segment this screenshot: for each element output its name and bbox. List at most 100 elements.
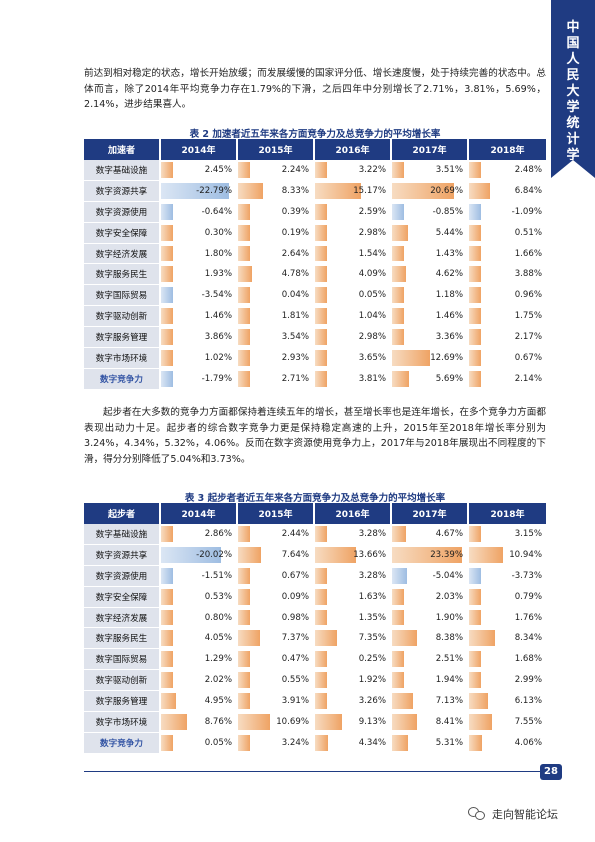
- positive-data-bar: [469, 714, 493, 730]
- watermark-text: 走向智能论坛: [492, 808, 558, 821]
- row-label: 数字国际贸易: [84, 285, 161, 307]
- cell-value: 2.98%: [358, 332, 386, 343]
- negative-data-bar: [392, 567, 408, 584]
- year-header: 2017年: [392, 503, 469, 524]
- data-cell: 2.17%: [469, 327, 546, 349]
- data-cell: -0.85%: [392, 201, 469, 223]
- positive-data-bar: [161, 308, 173, 325]
- table-row: 数字驱动创新 2.02% 0.55% 1.92% 1.94% 2.99%: [84, 670, 546, 692]
- positive-data-bar: [161, 162, 173, 178]
- year-header: 2015年: [238, 139, 315, 160]
- cell-value: 10.94%: [509, 549, 542, 560]
- side-ribbon: 中国人民大学统计学院: [551, 0, 595, 179]
- cell-value: 3.65%: [358, 352, 386, 363]
- cell-value: 4.06%: [514, 737, 542, 748]
- cell-value: 2.02%: [204, 675, 232, 686]
- row-label: 数字服务民生: [84, 628, 161, 650]
- table-row: 数字服务管理 4.95% 3.91% 3.26% 7.13% 6.13%: [84, 691, 546, 713]
- cell-value: 1.04%: [358, 311, 386, 322]
- positive-data-bar: [392, 370, 410, 387]
- cell-value: 3.88%: [514, 269, 542, 280]
- data-cell: 15.17%: [315, 180, 392, 202]
- table3-caption: 表 3 起步者者近五年来各方面竞争力及总竞争力的平均增长率: [184, 493, 446, 504]
- data-cell: 0.30%: [161, 222, 238, 244]
- data-cell: 10.69%: [238, 712, 315, 733]
- cell-value: 2.64%: [281, 248, 309, 259]
- cell-value: 0.79%: [514, 591, 542, 602]
- table-row: 数字资源使用 -1.51% 0.67% 3.28% -5.04% -3.73%: [84, 565, 546, 587]
- table-row: 数字资源共享 -20.02% 7.64% 13.66% 23.39% 10.94%: [84, 544, 546, 566]
- data-cell: 2.45%: [161, 160, 238, 181]
- data-cell: 0.98%: [238, 607, 315, 629]
- positive-data-bar: [392, 588, 404, 605]
- data-cell: 3.28%: [315, 524, 392, 545]
- cell-value: 1.02%: [204, 352, 232, 363]
- cell-value: 1.68%: [514, 654, 542, 665]
- data-cell: 3.88%: [469, 264, 546, 286]
- positive-data-bar: [392, 266, 406, 283]
- data-cell: 20.69%: [392, 180, 469, 202]
- cell-value: 1.75%: [514, 311, 542, 322]
- cell-value: 2.45%: [204, 164, 232, 175]
- cell-value: 2.24%: [281, 164, 309, 175]
- cell-value: 7.35%: [358, 633, 386, 644]
- negative-data-bar: [161, 370, 173, 387]
- row-label: 数字安全保障: [84, 222, 161, 244]
- positive-data-bar: [315, 350, 327, 366]
- positive-data-bar: [469, 526, 482, 542]
- data-cell: 1.66%: [469, 244, 546, 265]
- cell-value: 3.22%: [358, 164, 386, 175]
- data-cell: 2.98%: [315, 222, 392, 244]
- positive-data-bar: [161, 526, 173, 542]
- data-cell: 2.98%: [315, 327, 392, 349]
- positive-data-bar: [315, 672, 327, 689]
- paragraph-starters: 起步者在大多数的竞争力方面都保持着连续五年的增长，甚至增长率也是连年增长，在多个…: [84, 407, 546, 465]
- data-cell: 2.02%: [161, 670, 238, 692]
- data-cell: 6.13%: [469, 691, 546, 713]
- data-cell: 1.75%: [469, 306, 546, 328]
- table-row: 数字驱动创新 1.46% 1.81% 1.04% 1.46% 1.75%: [84, 306, 546, 328]
- data-cell: 2.48%: [469, 160, 546, 181]
- cell-value: 1.76%: [514, 612, 542, 623]
- data-cell: 1.76%: [469, 608, 546, 629]
- data-cell: 7.37%: [238, 628, 315, 650]
- positive-data-bar: [161, 693, 176, 710]
- wechat-icon: [468, 807, 486, 821]
- positive-data-bar: [238, 526, 250, 542]
- data-cell: 4.78%: [238, 264, 315, 286]
- positive-data-bar: [315, 287, 327, 304]
- year-header: 2018年: [469, 503, 546, 524]
- row-label: 数字竞争力: [84, 732, 161, 754]
- data-cell: 2.71%: [238, 368, 315, 390]
- positive-data-bar: [392, 162, 404, 178]
- data-cell: 9.13%: [315, 712, 392, 733]
- cell-value: 2.44%: [281, 528, 309, 539]
- year-header: 2018年: [469, 139, 546, 160]
- table2-header-row: 加速者 2014年 2015年 2016年 2017年 2018年: [84, 139, 546, 160]
- positive-data-bar: [238, 308, 250, 325]
- positive-data-bar: [238, 370, 250, 387]
- cell-value: 2.17%: [514, 332, 542, 343]
- cell-value: -1.51%: [201, 570, 232, 581]
- year-header: 2015年: [238, 503, 315, 524]
- positive-data-bar: [469, 588, 482, 605]
- positive-data-bar: [315, 588, 327, 605]
- data-cell: 8.38%: [392, 628, 469, 650]
- data-cell: 0.96%: [469, 285, 546, 307]
- negative-data-bar: [161, 182, 230, 199]
- table-row: 数字服务民生 4.05% 7.37% 7.35% 8.38% 8.34%: [84, 628, 546, 650]
- row-label: 数字基础设施: [84, 160, 161, 181]
- row-label: 数字经济发展: [84, 607, 161, 629]
- data-cell: 4.09%: [315, 264, 392, 286]
- cell-value: 20.69%: [430, 185, 463, 196]
- negative-data-bar: [161, 567, 173, 584]
- data-cell: 4.06%: [469, 733, 546, 754]
- positive-data-bar: [315, 567, 327, 584]
- data-cell: 0.80%: [161, 607, 238, 629]
- table2-caption: 表 2 加速者近五年来各方面竞争力及总竞争力的平均增长率: [189, 129, 441, 140]
- cell-value: -3.54%: [201, 290, 232, 301]
- positive-data-bar: [469, 182, 491, 199]
- positive-data-bar: [238, 672, 250, 689]
- positive-data-bar: [315, 546, 356, 563]
- cell-value: 8.38%: [435, 633, 463, 644]
